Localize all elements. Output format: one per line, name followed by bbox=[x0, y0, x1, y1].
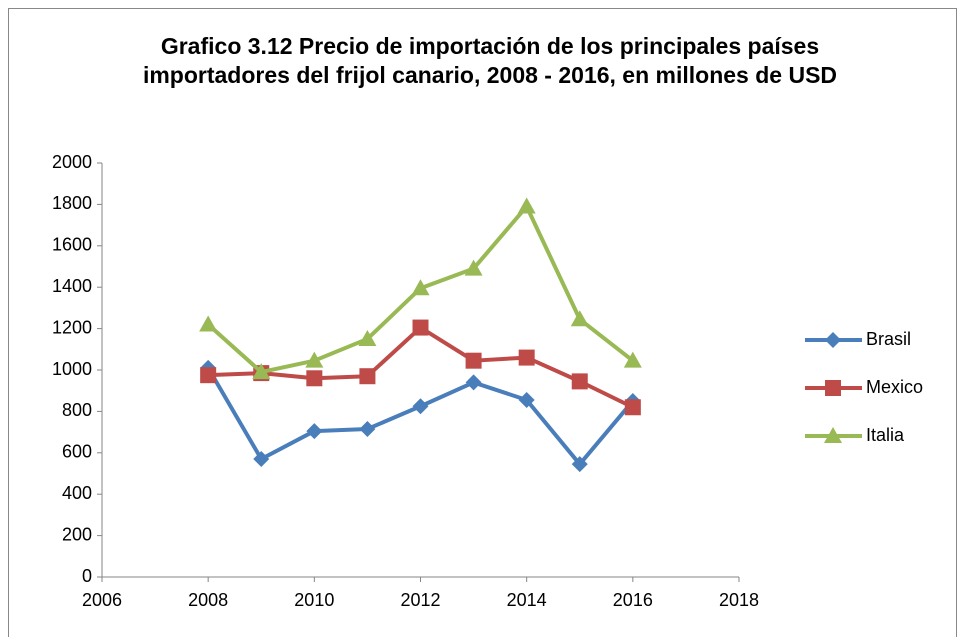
marker-triangle bbox=[517, 197, 536, 214]
x-tick-label: 2014 bbox=[507, 590, 547, 610]
marker-square bbox=[825, 380, 841, 396]
legend-label: Brasil bbox=[866, 329, 911, 349]
y-tick-label: 0 bbox=[82, 566, 92, 586]
series-line bbox=[208, 325, 634, 410]
marker-diamond bbox=[465, 374, 482, 391]
y-tick-label: 400 bbox=[62, 483, 92, 503]
chart-title: Grafico 3.12 Precio de importación de lo… bbox=[142, 33, 838, 88]
marker-diamond bbox=[253, 451, 270, 468]
x-tick-label: 2012 bbox=[400, 590, 440, 610]
y-tick-label: 200 bbox=[62, 524, 92, 544]
y-tick-label: 1800 bbox=[52, 193, 92, 213]
x-tick-label: 2018 bbox=[719, 590, 759, 610]
marker-square bbox=[518, 349, 535, 366]
marker-square bbox=[465, 352, 482, 369]
marker-triangle bbox=[252, 363, 271, 380]
marker-triangle bbox=[570, 310, 589, 327]
y-tick-label: 2000 bbox=[52, 152, 92, 172]
marker-triangle bbox=[199, 315, 218, 332]
marker-square bbox=[306, 370, 323, 387]
marker-triangle bbox=[623, 351, 642, 368]
x-tick-label: 2016 bbox=[613, 590, 653, 610]
marker-diamond bbox=[825, 332, 841, 348]
y-tick-label: 1400 bbox=[52, 276, 92, 296]
y-tick-label: 600 bbox=[62, 442, 92, 462]
series-line bbox=[206, 366, 635, 467]
marker-diamond bbox=[571, 456, 588, 473]
marker-diamond bbox=[412, 398, 429, 415]
marker-diamond bbox=[359, 420, 376, 437]
legend-label: Italia bbox=[866, 425, 905, 445]
marker-square bbox=[359, 368, 376, 385]
marker-square bbox=[412, 319, 429, 336]
marker-square bbox=[624, 399, 641, 416]
x-tick-label: 2010 bbox=[294, 590, 334, 610]
marker-diamond bbox=[518, 392, 535, 409]
marker-triangle bbox=[305, 351, 324, 368]
marker-triangle bbox=[464, 259, 483, 276]
x-tick-label: 2006 bbox=[82, 590, 122, 610]
x-tick-label: 2008 bbox=[188, 590, 228, 610]
y-tick-label: 1200 bbox=[52, 317, 92, 337]
legend-label: Mexico bbox=[866, 377, 923, 397]
marker-square bbox=[571, 373, 588, 390]
marker-triangle bbox=[411, 279, 430, 296]
marker-triangle bbox=[358, 329, 377, 346]
y-tick-label: 1000 bbox=[52, 359, 92, 379]
marker-diamond bbox=[306, 423, 323, 440]
y-tick-label: 800 bbox=[62, 400, 92, 420]
marker-square bbox=[200, 367, 217, 384]
chart-border bbox=[8, 8, 957, 637]
y-tick-label: 1600 bbox=[52, 235, 92, 255]
marker-triangle bbox=[824, 427, 842, 443]
